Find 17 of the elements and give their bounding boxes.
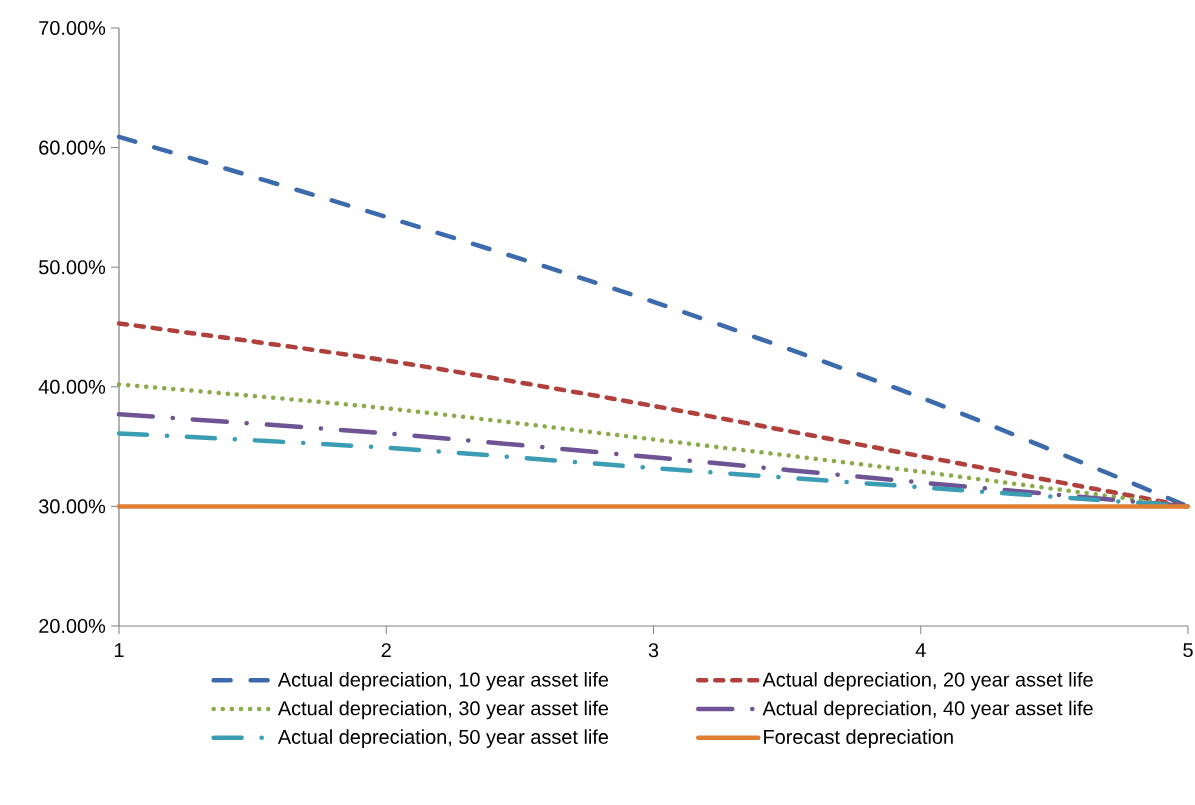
legend-label: Actual depreciation, 50 year asset life <box>277 729 609 748</box>
x-tick-label: 2 <box>381 643 391 658</box>
x-tick-label: 4 <box>915 643 926 657</box>
x-tick-label: 3 <box>648 643 659 658</box>
y-tick-label: 60.00% <box>39 140 106 155</box>
y-tick-label: 50.00% <box>39 260 106 275</box>
y-tick-label: 70.00% <box>39 20 106 36</box>
legend-label: Forecast depreciation <box>764 729 953 748</box>
legend-label: Actual depreciation, 30 year asset life <box>277 700 609 720</box>
y-tick-label: 20.00% <box>39 618 106 634</box>
legend-label: Actual depreciation, 20 year asset life <box>762 672 1093 691</box>
y-tick-label: 30.00% <box>39 499 106 514</box>
x-tick-label: 1 <box>114 643 124 657</box>
legend-label: Actual depreciation, 40 year asset life <box>762 700 1093 720</box>
legend-label: Actual depreciation, 10 year asset life <box>277 672 609 691</box>
y-tick-label: 40.00% <box>38 379 106 394</box>
x-tick-label: 5 <box>1183 643 1193 658</box>
